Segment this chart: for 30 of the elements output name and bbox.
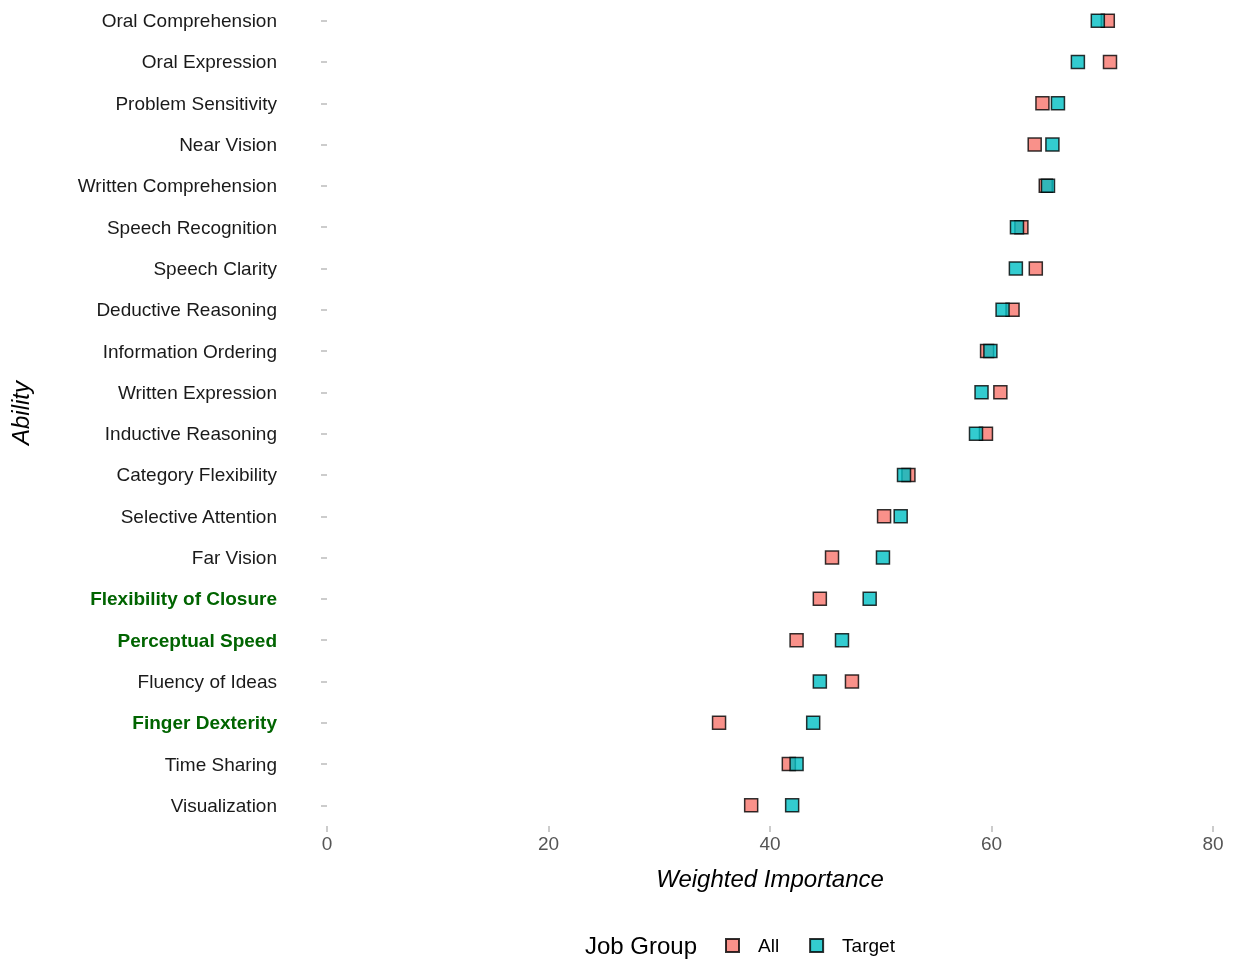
y-tick-label: Fluency of Ideas bbox=[137, 670, 277, 692]
y-tick-label: Selective Attention bbox=[120, 505, 277, 527]
y-tick-label: Deductive Reasoning bbox=[96, 299, 277, 321]
x-tick-label: 40 bbox=[759, 833, 781, 854]
legend-label: Target bbox=[842, 935, 896, 956]
y-tick-label: Oral Expression bbox=[141, 51, 277, 73]
y-tick-label: Oral Comprehension bbox=[101, 10, 277, 32]
y-tick-label: Problem Sensitivity bbox=[115, 92, 278, 114]
y-tick-label: Visualization bbox=[170, 794, 277, 816]
y-tick-label: Near Vision bbox=[179, 134, 277, 156]
legend-label: All bbox=[758, 935, 780, 956]
y-tick-label: Speech Clarity bbox=[153, 257, 278, 279]
y-tick-label: Finger Dexterity bbox=[132, 712, 278, 734]
y-tick-label: Written Expression bbox=[117, 381, 277, 403]
x-tick-label: 0 bbox=[321, 833, 333, 854]
y-tick-label: Speech Recognition bbox=[106, 216, 277, 238]
y-tick-label: Category Flexibility bbox=[116, 464, 278, 486]
y-axis-title: Ability bbox=[6, 379, 34, 448]
y-tick-label: Flexibility of Closure bbox=[90, 588, 277, 610]
x-axis-title: Weighted Importance bbox=[656, 864, 884, 892]
y-tick-label: Inductive Reasoning bbox=[104, 423, 277, 445]
y-tick-label: Time Sharing bbox=[164, 753, 277, 775]
x-tick-label: 20 bbox=[537, 833, 560, 854]
y-tick-label: Written Comprehension bbox=[77, 175, 277, 197]
legend-title: Job Group bbox=[585, 931, 698, 959]
y-tick-label: Far Vision bbox=[191, 547, 277, 569]
y-tick-label: Perceptual Speed bbox=[117, 629, 277, 651]
x-tick-label: 80 bbox=[1202, 833, 1224, 854]
y-tick-label: Information Ordering bbox=[102, 340, 277, 362]
x-tick-label: 60 bbox=[980, 833, 1003, 854]
